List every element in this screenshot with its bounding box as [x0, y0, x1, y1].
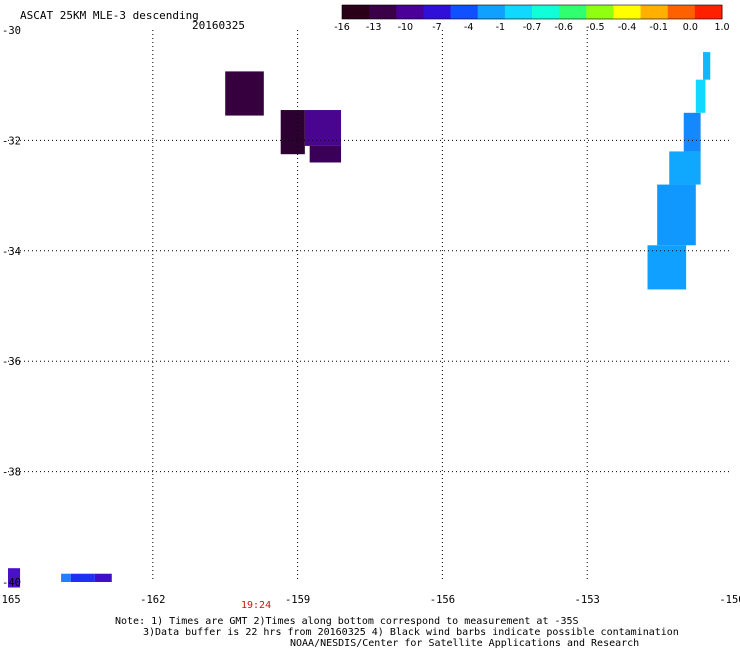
- colorbar-segment: [450, 5, 479, 19]
- data-cell-0: [225, 71, 264, 116]
- data-cell-12: [70, 573, 95, 582]
- colorbar-tick-label: -4: [464, 22, 473, 33]
- colorbar-segment: [559, 5, 587, 19]
- colorbar-frame: [341, 4, 723, 20]
- note-line-1: Note: 1) Times are GMT 2)Times along bot…: [115, 616, 579, 627]
- colorbar: -16 -13 -10 -7 -4 -1 -0.7 -0.6 -0.5 -0.4 -0.1 0.0 1.…: [334, 4, 730, 33]
- colorbar-tick-label: -10: [398, 22, 414, 33]
- data-cell-10: [8, 568, 21, 588]
- colorbar-tick-label: -0.4: [618, 22, 637, 33]
- colorbar-segment: [369, 5, 397, 19]
- lat-tick-label: -32: [2, 135, 21, 147]
- colorbar-segment: [423, 5, 452, 19]
- data-cell-1: [280, 110, 305, 155]
- lon-tick-label: -156: [430, 594, 455, 606]
- colorbar-segment: [640, 5, 669, 19]
- data-cell-8: [695, 79, 706, 113]
- colorbar-segment: [342, 5, 370, 19]
- colorbar-segment: [586, 5, 614, 19]
- colorbar-segment: [504, 5, 533, 19]
- colorbar-tick-label: -16: [334, 22, 350, 33]
- data-layer: [8, 52, 711, 588]
- colorbar-tick-label: -1: [496, 22, 505, 33]
- lon-tick-label: -153: [575, 594, 600, 606]
- colorbar-segment: [396, 5, 424, 19]
- map-title: ASCAT 25KM MLE-3 descending: [20, 9, 199, 22]
- colorbar-tick-label: 0.0: [683, 22, 698, 33]
- colorbar-tick-label: -7: [432, 22, 441, 33]
- note-line-3: NOAA/NESDIS/Center for Satellite Applica…: [290, 638, 640, 649]
- data-cell-13: [94, 573, 112, 582]
- colorbar-segment: [667, 5, 696, 19]
- lat-tick-label: -30: [2, 25, 21, 37]
- colorbar-tick-label: -13: [366, 22, 382, 33]
- colorbar-tick-label: -0.6: [554, 22, 573, 33]
- axis-labels: -165 -162 -159 -156 -153 -150 -30 -32 -34 -36 -38 -…: [0, 25, 740, 606]
- data-cell-7: [683, 112, 701, 152]
- colorbar-segment: [532, 5, 560, 19]
- data-cell-5: [657, 184, 696, 246]
- data-cell-3: [309, 145, 342, 163]
- data-cell-11: [61, 573, 71, 582]
- note-line-2: 3)Data buffer is 22 hrs from 20160325 4)…: [143, 627, 679, 638]
- colorbar-tick-label: -0.5: [586, 22, 605, 33]
- colorbar-tick-label: 1.0: [714, 22, 729, 33]
- time-label: 19:24: [241, 600, 272, 611]
- lat-tick-label: -36: [2, 356, 21, 368]
- lon-tick-label: -165: [0, 594, 21, 606]
- colorbar-segment: [694, 5, 723, 19]
- data-cell-2: [304, 110, 342, 146]
- map-date: 20160325: [192, 19, 245, 32]
- graticule: [8, 30, 732, 582]
- data-cell-6: [669, 151, 701, 185]
- colorbar-tick-label: -0.7: [523, 22, 542, 33]
- data-cell-9: [703, 52, 711, 80]
- lon-tick-label: -159: [285, 594, 310, 606]
- colorbar-segment: [477, 5, 506, 19]
- lon-tick-label: -162: [140, 594, 165, 606]
- colorbar-tick-label: -0.1: [649, 22, 668, 33]
- lon-tick-label: -150: [719, 594, 740, 606]
- colorbar-segment: [613, 5, 642, 19]
- lat-tick-label: -34: [2, 246, 21, 258]
- lat-tick-label: -38: [2, 467, 21, 479]
- data-cell-4: [647, 245, 687, 290]
- lat-tick-label: -40: [2, 577, 21, 589]
